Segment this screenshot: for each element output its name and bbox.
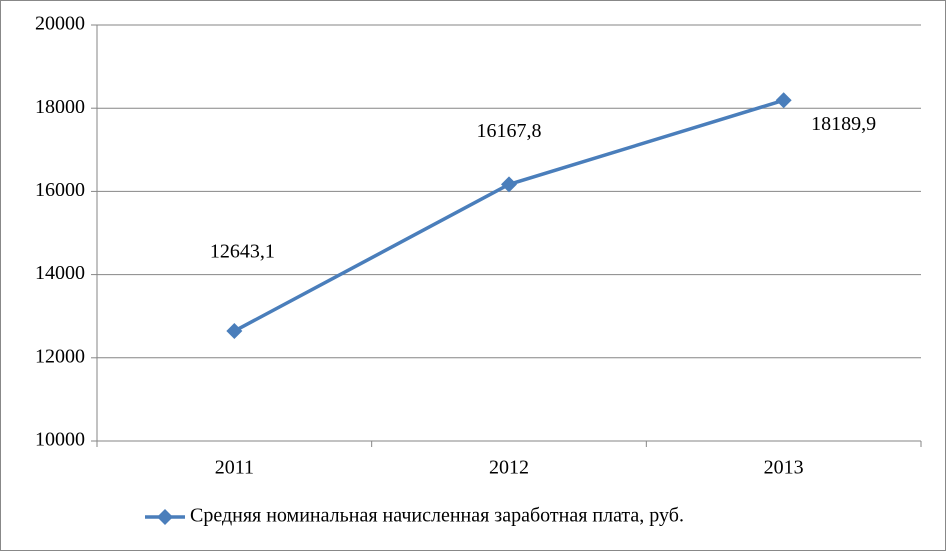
legend-marker (157, 509, 173, 525)
marker (226, 323, 243, 340)
x-tick-label: 2013 (764, 457, 804, 479)
y-tick-label: 10000 (35, 429, 85, 451)
marker (501, 176, 517, 193)
x-tick-label: 2011 (215, 457, 254, 479)
y-tick-label: 20000 (35, 13, 85, 35)
y-tick-label: 16000 (35, 179, 85, 201)
y-tick-label: 14000 (35, 262, 85, 284)
data-label: 16167,8 (477, 120, 542, 142)
y-tick-label: 12000 (35, 345, 85, 367)
marker (775, 92, 792, 109)
data-label: 12643,1 (210, 241, 275, 263)
y-tick-label: 18000 (35, 96, 85, 118)
x-tick-label: 2012 (489, 457, 529, 479)
data-label: 18189,9 (811, 113, 876, 135)
legend-label: Средняя номинальная начисленная заработн… (190, 505, 684, 527)
